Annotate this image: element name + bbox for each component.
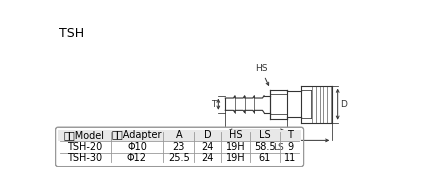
Text: TSH: TSH <box>60 27 85 40</box>
Text: 61: 61 <box>259 153 271 163</box>
Text: Φ10: Φ10 <box>127 142 147 152</box>
Text: TSH-20: TSH-20 <box>66 142 102 152</box>
Text: 24: 24 <box>201 142 214 152</box>
Text: 25.5: 25.5 <box>168 153 190 163</box>
Text: T: T <box>288 130 294 140</box>
Text: LS: LS <box>273 143 284 152</box>
Text: A: A <box>253 133 259 142</box>
Text: 24: 24 <box>201 153 214 163</box>
Text: Φ12: Φ12 <box>127 153 147 163</box>
Text: 58.5: 58.5 <box>254 142 276 152</box>
Text: 19H: 19H <box>225 153 245 163</box>
Text: TSH-30: TSH-30 <box>67 153 102 163</box>
Text: HS: HS <box>255 64 267 73</box>
Text: D: D <box>204 130 211 140</box>
Text: A: A <box>176 130 182 140</box>
Text: T: T <box>211 100 216 109</box>
Text: 19H: 19H <box>225 142 245 152</box>
Text: 型号Model: 型号Model <box>64 130 105 140</box>
Text: D: D <box>340 100 347 109</box>
Text: HS: HS <box>229 130 242 140</box>
FancyBboxPatch shape <box>55 127 304 167</box>
Text: 11: 11 <box>284 153 296 163</box>
Text: 9: 9 <box>288 142 294 152</box>
Text: 23: 23 <box>173 142 185 152</box>
Bar <box>58 130 301 141</box>
Text: LS: LS <box>259 130 271 140</box>
Text: 配管Adapter: 配管Adapter <box>112 130 162 140</box>
